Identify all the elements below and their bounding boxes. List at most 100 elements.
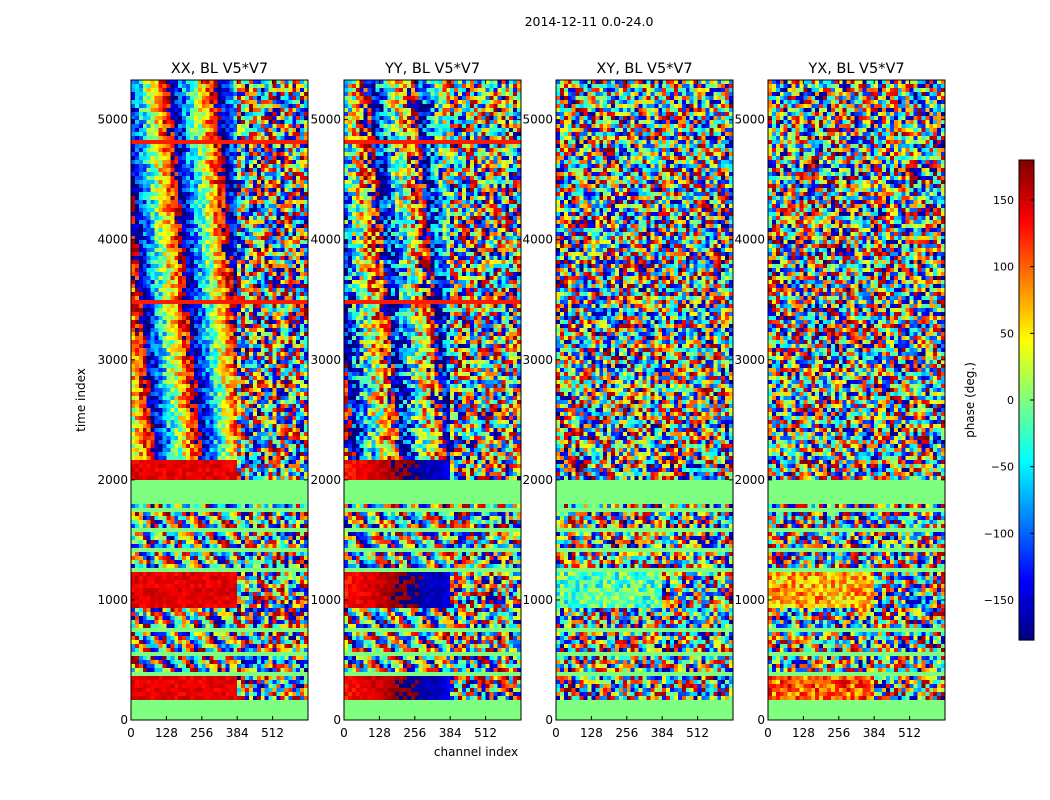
colorbar-segment [1019,412,1034,417]
colorbar-segment [1019,172,1034,177]
colorbar-segment [1019,292,1034,297]
colorbar-segment [1019,364,1034,369]
panel-title: XY, BL V5*V7 [596,61,692,77]
x-tick-label: 384 [651,726,674,740]
y-tick-label: 2000 [97,473,128,487]
colorbar-segment [1019,596,1034,601]
x-tick-label: 512 [686,726,709,740]
colorbar-segment [1019,500,1034,505]
colorbar-segment [1019,544,1034,549]
colorbar-segment [1019,620,1034,625]
colorbar-segment [1019,348,1034,353]
y-tick-label: 0 [120,713,128,727]
colorbar-segment [1019,524,1034,529]
y-tick-label: 2000 [734,473,765,487]
y-tick-label: 0 [333,713,341,727]
colorbar-segment [1019,360,1034,365]
colorbar-segment [1019,456,1034,461]
colorbar-tick-label: 100 [993,261,1014,274]
colorbar-segment [1019,204,1034,209]
colorbar-segment [1019,536,1034,541]
x-tick-label: 256 [190,726,213,740]
heatmap-xy [556,80,733,720]
heatmap-yy [344,80,521,720]
colorbar-segment [1019,404,1034,409]
colorbar-segment [1019,528,1034,533]
colorbar-segment [1019,464,1034,469]
y-axis-label: time index [74,368,88,432]
colorbar-tick-label: 0 [1007,394,1014,407]
colorbar-segment [1019,468,1034,473]
colorbar-segment [1019,240,1034,245]
colorbar-segment [1019,568,1034,573]
colorbar-segment [1019,252,1034,257]
colorbar-segment [1019,516,1034,521]
colorbar-segment [1019,368,1034,373]
y-tick-label: 4000 [97,233,128,247]
panel-frame [343,79,522,721]
y-tick-label: 0 [757,713,765,727]
x-tick-label: 0 [127,726,135,740]
colorbar-segment [1019,584,1034,589]
colorbar-segment [1019,356,1034,361]
colorbar-segment [1019,168,1034,173]
y-tick-label: 1000 [97,593,128,607]
y-tick-label: 0 [545,713,553,727]
colorbar-segment [1019,284,1034,289]
panel-title: YX, BL V5*V7 [807,61,904,77]
colorbar-segment [1019,288,1034,293]
x-tick-label: 0 [764,726,772,740]
colorbar-segment [1019,628,1034,633]
colorbar-segment [1019,428,1034,433]
colorbar-segment [1019,532,1034,537]
colorbar-tick-label: −50 [991,461,1014,474]
heatmap-xx [131,80,308,720]
panel-frame [130,79,309,721]
figure-suptitle: 2014-12-11 0.0-24.0 [525,14,654,29]
colorbar-segment [1019,476,1034,481]
panel-title: YY, BL V5*V7 [384,61,480,77]
colorbar-segment [1019,312,1034,317]
y-tick-label: 3000 [97,353,128,367]
y-tick-label: 5000 [97,113,128,127]
colorbar-segment [1019,560,1034,565]
colorbar-segment [1019,552,1034,557]
colorbar-tick-label: 50 [1000,327,1014,340]
colorbar-segment [1019,408,1034,413]
colorbar-segment [1019,632,1034,637]
y-tick-label: 1000 [734,593,765,607]
panel-xy: XY, BL V5*V7 0 128 256 384 512 0 1000 2000 3000 40… [522,61,734,740]
colorbar-segment [1019,308,1034,313]
colorbar-segment [1019,436,1034,441]
colorbar-segment [1019,572,1034,577]
x-tick-label: 256 [827,726,850,740]
colorbar-segment [1019,296,1034,301]
y-tick-label: 3000 [734,353,765,367]
colorbar-segment [1019,496,1034,501]
colorbar-segment [1019,576,1034,581]
colorbar-segment [1019,340,1034,345]
colorbar-segment [1019,268,1034,273]
y-tick-label: 2000 [522,473,553,487]
colorbar-segment [1019,420,1034,425]
colorbar-segment [1019,424,1034,429]
colorbar-segment [1019,504,1034,509]
colorbar-segment [1019,216,1034,221]
colorbar: 150 100 50 0 −50 −100 −150 [984,159,1035,641]
colorbar-tick-label: −100 [984,527,1014,540]
colorbar-segment [1019,608,1034,613]
x-tick-label: 512 [474,726,497,740]
colorbar-segment [1019,580,1034,585]
colorbar-segment [1019,332,1034,337]
colorbar-segment [1019,432,1034,437]
colorbar-segment [1019,564,1034,569]
colorbar-segment [1019,344,1034,349]
x-tick-label: 512 [261,726,284,740]
colorbar-segment [1019,392,1034,397]
colorbar-segment [1019,244,1034,249]
x-tick-label: 128 [368,726,391,740]
colorbar-segment [1019,448,1034,453]
colorbar-segment [1019,164,1034,169]
colorbar-segment [1019,484,1034,489]
